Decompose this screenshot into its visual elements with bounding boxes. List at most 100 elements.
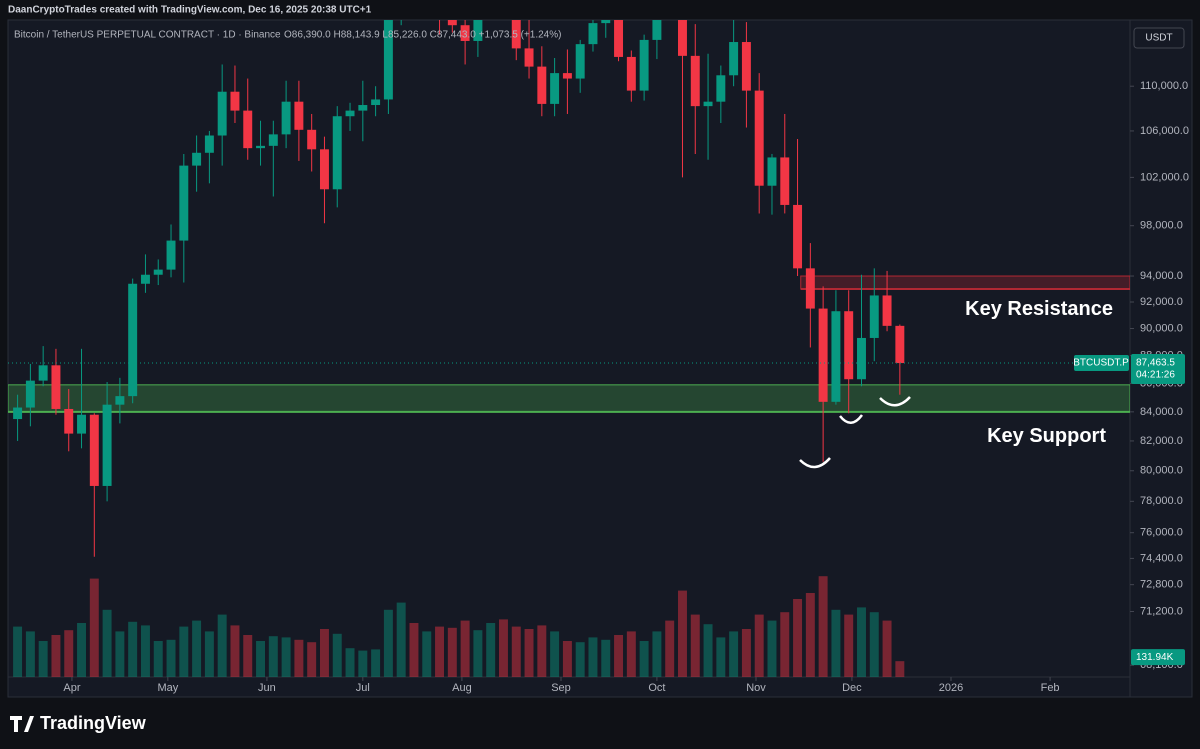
volume-label: 131.94K — [1136, 652, 1174, 663]
volume-bar — [729, 631, 739, 677]
marker-arc — [879, 396, 911, 407]
candle-body — [895, 325, 905, 364]
price-tag — [1131, 354, 1185, 385]
marker-arc — [839, 414, 864, 424]
volume-bar — [614, 635, 624, 677]
volume-bar — [281, 637, 291, 677]
candle-body — [652, 20, 662, 40]
volume-bar — [128, 621, 138, 677]
y-tick-label: 98,000.0 — [1140, 220, 1183, 232]
volume-bar — [230, 625, 240, 677]
y-tick-label: 80,000.0 — [1140, 465, 1183, 477]
y-tick-label: 78,000.0 — [1140, 495, 1183, 507]
candle-body — [38, 365, 48, 381]
volume-bar — [332, 633, 342, 677]
candle-body — [601, 20, 611, 24]
instrument-title: Bitcoin / TetherUS PERPETUAL CONTRACT · … — [14, 30, 281, 41]
candle-body — [869, 295, 879, 338]
volume-bar — [179, 626, 189, 677]
volume-bar — [358, 650, 368, 677]
volume-bar — [575, 642, 585, 677]
candle-body — [332, 116, 342, 190]
x-tick-label: Nov — [746, 682, 766, 694]
candle-body — [230, 91, 240, 111]
volume-bar — [192, 620, 202, 677]
volume-bar — [562, 641, 572, 677]
x-tick-label: Sep — [551, 682, 571, 694]
y-tick-label: 76,000.0 — [1140, 527, 1183, 539]
volume-bar — [665, 620, 675, 677]
candle-body — [767, 157, 777, 186]
volume-bar — [639, 641, 649, 677]
x-tick-label: Jul — [356, 682, 370, 694]
y-tick-label: 90,000.0 — [1140, 322, 1183, 334]
volume-bar — [754, 614, 764, 677]
candle-body — [626, 56, 636, 91]
volume-bar — [498, 619, 508, 677]
candle-body — [345, 110, 355, 117]
x-tick-label: Feb — [1041, 682, 1060, 694]
candle-body — [383, 20, 393, 100]
candle-body — [13, 407, 23, 420]
currency-button[interactable] — [1133, 27, 1185, 49]
volume-bar — [383, 609, 393, 677]
chart-panel — [7, 19, 1193, 698]
candle-body — [882, 295, 892, 326]
candle-body — [805, 268, 815, 309]
candle-body — [192, 152, 202, 166]
volume-bar — [204, 631, 214, 677]
volume-bar — [601, 639, 611, 677]
y-tick-label: 106,000.0 — [1140, 125, 1189, 137]
candle-body — [524, 48, 534, 67]
candle-body — [371, 99, 381, 106]
annotation: Key Resistance — [965, 298, 1113, 320]
x-tick-label: Apr — [63, 682, 80, 694]
price-label: 87,463.5 — [1136, 358, 1175, 369]
x-tick-label: Dec — [842, 682, 862, 694]
volume-bar — [217, 614, 227, 677]
volume-bar — [77, 623, 86, 677]
volume-bar — [319, 629, 329, 677]
marker-arc — [799, 457, 831, 469]
volume-bar — [422, 631, 432, 677]
volume-bar — [396, 602, 406, 677]
candle-body — [857, 337, 866, 380]
volume-bar — [626, 631, 636, 677]
y-tick-label: 72,800.0 — [1140, 579, 1183, 591]
volume-bar — [435, 626, 445, 677]
volume-bar — [895, 661, 905, 677]
candle-body — [281, 101, 291, 135]
volume-bar — [486, 623, 496, 677]
candle-body — [307, 129, 317, 150]
candle-body — [473, 20, 483, 41]
volume-bar — [805, 593, 815, 677]
candle-body — [780, 157, 790, 205]
currency-label[interactable]: USDT — [1145, 33, 1172, 44]
volume-bar — [115, 631, 125, 677]
volume-bar — [550, 631, 560, 677]
volume-bar — [307, 642, 317, 677]
candle-body — [678, 20, 687, 56]
candle-body — [64, 408, 74, 434]
volume-bar — [140, 625, 150, 677]
candle-body — [89, 414, 99, 486]
candle-body — [153, 269, 163, 275]
y-tick-label: 92,000.0 — [1140, 296, 1183, 308]
candle-body — [550, 73, 560, 104]
candle-body — [831, 311, 841, 402]
symbol-label: BTCUSDT.P — [1073, 358, 1129, 369]
brand: TradingView — [10, 713, 147, 733]
volume-bar — [268, 636, 278, 677]
volume-bar — [511, 626, 521, 677]
candles — [13, 20, 905, 557]
candle-body — [77, 414, 86, 434]
candle-body — [243, 110, 253, 149]
y-tick-label: 71,200.0 — [1140, 605, 1183, 617]
x-tick-label: Oct — [648, 682, 665, 694]
candle-body — [294, 101, 304, 130]
candle-body — [447, 20, 457, 26]
volume-bar — [166, 639, 176, 677]
volume-bar — [243, 635, 253, 677]
volume-bar — [524, 629, 534, 677]
